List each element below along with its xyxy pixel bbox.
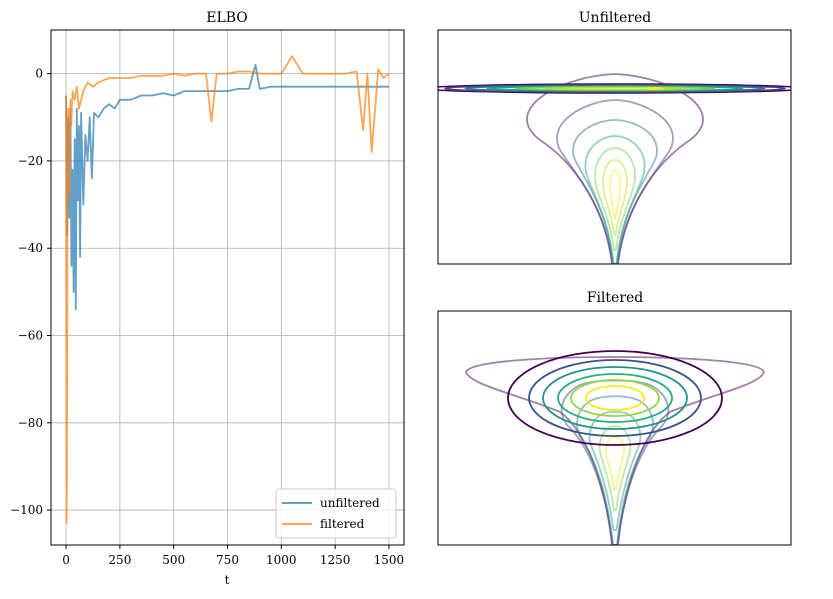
filtered-approx-contour-3 <box>542 366 688 430</box>
elbo-ytick-label: −80 <box>18 416 43 430</box>
filtered-approx-contour-4 <box>557 373 673 423</box>
unfiltered-target-contour-7 <box>609 169 621 221</box>
elbo-xtick-label: 1250 <box>320 553 351 567</box>
unfiltered-target-contour-4 <box>584 135 646 264</box>
unfiltered-axes-frame <box>437 29 792 265</box>
elbo-series-group <box>65 55 390 525</box>
unfiltered-target-contour-5 <box>594 147 636 251</box>
elbo-xtick-label: 1500 <box>374 553 405 567</box>
filtered-panel: Filtered <box>437 290 792 546</box>
unfiltered-approx-contour-1 <box>438 83 791 94</box>
filtered-target-contour-6 <box>604 436 626 491</box>
unfiltered-approx-contour-2 <box>444 84 786 93</box>
elbo-ytick-label: −60 <box>18 329 43 343</box>
elbo-xtick-label: 750 <box>216 553 239 567</box>
unfiltered-target-contour-6 <box>602 159 628 236</box>
elbo-ytick-label: −20 <box>18 154 43 168</box>
unfiltered-panel: Unfiltered <box>437 10 792 265</box>
unfiltered-target-contour-3 <box>572 119 658 264</box>
filtered-approx-contour-1 <box>507 350 723 446</box>
filtered-axes-frame <box>437 310 792 546</box>
filtered-target-contour-5 <box>598 425 632 511</box>
elbo-ytick-label: −100 <box>10 503 43 517</box>
elbo-ytick-label: −40 <box>18 241 43 255</box>
filtered-approx-contour-6 <box>585 385 645 411</box>
elbo-panel: 0 250 500 750 1000 1250 15000−20−40−60−80−100 … <box>10 10 405 587</box>
unfiltered-target-contour-2 <box>556 99 674 264</box>
elbo-xtick-label: 0 <box>62 553 70 567</box>
filtered-target-contour-3 <box>576 395 654 545</box>
legend-label-filtered: filtered <box>320 517 365 531</box>
unfiltered-target-contour-1 <box>526 73 704 264</box>
elbo-xtick-label: 1000 <box>266 553 297 567</box>
filtered-contours <box>465 350 765 545</box>
unfiltered-contours <box>438 73 791 264</box>
unfiltered-approx-contour-6 <box>544 86 686 91</box>
filtered-approx-contour-2 <box>528 359 702 437</box>
elbo-title: ELBO <box>206 10 248 26</box>
filtered-title: Filtered <box>587 290 644 306</box>
filtered-approx-contour-5 <box>570 379 660 417</box>
elbo-xlabel: t <box>225 573 230 587</box>
unfiltered-approx-contour-7 <box>646 86 664 91</box>
elbo-ytick-label: 0 <box>35 67 43 81</box>
elbo-legend: unfiltered filtered <box>275 488 397 539</box>
elbo-xtick-label: 250 <box>108 553 131 567</box>
unfiltered-title: Unfiltered <box>579 10 652 26</box>
filtered-target-contour-2 <box>560 379 670 545</box>
elbo-series-unfiltered <box>65 64 389 311</box>
elbo-series-filtered <box>65 55 390 525</box>
filtered-target-contour-4 <box>588 410 642 531</box>
elbo-xtick-label: 500 <box>162 553 185 567</box>
legend-frame <box>275 488 397 539</box>
legend-label-unfiltered: unfiltered <box>320 496 380 510</box>
elbo-ticks: 0 250 500 750 1000 1250 1500 0 −20 −40 −60 −80 −100 <box>10 67 404 567</box>
